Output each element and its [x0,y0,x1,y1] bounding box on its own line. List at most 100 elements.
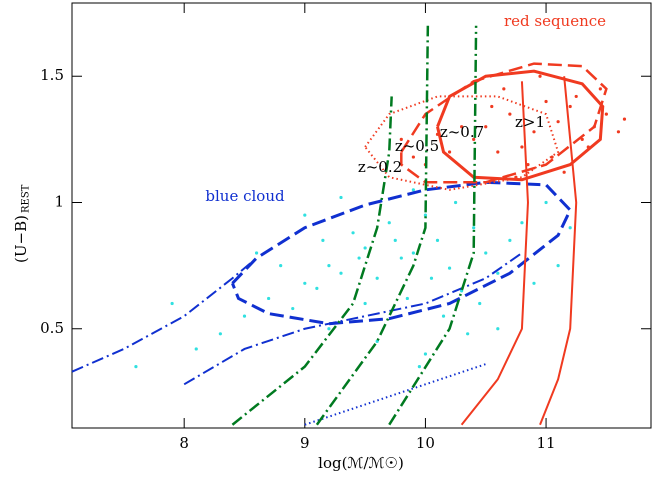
point [170,301,174,306]
point [357,256,361,260]
y-axis-label-sub: REST [21,184,32,213]
annotation: blue cloud [205,187,285,205]
point [472,226,476,230]
point [574,94,578,99]
annotation: z~0.2 [358,158,402,176]
x-tick-label: 10 [416,434,435,452]
point [598,87,602,91]
point [502,87,506,91]
point [194,347,198,351]
point [291,306,295,311]
y-tick-label: 0.5 [40,319,64,337]
y-axis-label: (U−B) [12,215,30,263]
point [490,104,494,109]
point [508,238,512,242]
y-tick-label: 1 [54,192,64,210]
curve [400,62,608,184]
point [387,221,391,225]
curve [539,76,578,426]
point [339,195,343,200]
point [447,150,452,154]
point [478,301,482,306]
point [616,130,621,134]
point [399,256,403,260]
curve [71,257,258,373]
point [254,251,259,255]
point [532,130,536,134]
curve [364,95,560,191]
point [363,301,367,306]
point [429,276,434,280]
x-tick-label: 11 [537,434,556,452]
point [279,264,283,268]
point [423,213,428,217]
point [496,327,500,331]
point [435,238,440,242]
point [568,226,572,230]
point [453,200,458,205]
curve [315,25,430,426]
point [267,296,271,301]
point [327,264,331,268]
point [375,276,379,280]
curve [231,96,393,426]
point [411,188,415,192]
point [242,314,247,318]
point [604,112,608,116]
point [303,281,307,285]
point [556,264,560,268]
point [496,271,500,275]
curve [460,81,529,426]
annotation: red sequence [504,12,606,30]
point [460,125,464,129]
point [339,271,343,275]
y-tick-label: 1.5 [40,66,64,84]
point [496,150,500,154]
point [447,266,452,270]
point [399,137,403,141]
point [532,281,536,285]
point [508,112,512,116]
point [568,104,572,109]
point [466,332,470,336]
point [411,155,415,159]
curve [388,25,478,426]
curve [304,363,487,426]
point [375,339,379,343]
point [218,332,222,336]
point [538,74,542,78]
annotation: z>1 [515,113,545,131]
x-tick-label: 9 [300,434,310,452]
point [393,238,397,242]
x-tick-label: 8 [179,434,189,452]
point [327,327,331,331]
point [484,251,488,255]
point [423,352,428,356]
point [544,200,548,205]
point [411,251,415,255]
point [363,246,367,250]
point [441,314,446,318]
curve [183,252,523,386]
point [622,117,627,121]
point [405,296,409,301]
point [580,137,584,141]
point [526,163,530,167]
point [351,231,355,235]
annotation: z~0.5 [395,137,439,155]
point [562,170,566,174]
point [417,365,421,369]
curve [231,180,572,326]
annotation: z~0.7 [440,123,484,141]
point [544,99,548,104]
x-axis-label: log(ℳ/ℳ☉) [318,454,404,472]
point [472,137,476,141]
point [134,365,138,369]
point [520,145,524,149]
point [303,213,307,217]
point [321,238,325,242]
y-axis-label-group: (U−B) REST [12,184,32,263]
point [556,120,560,124]
point [484,125,488,129]
